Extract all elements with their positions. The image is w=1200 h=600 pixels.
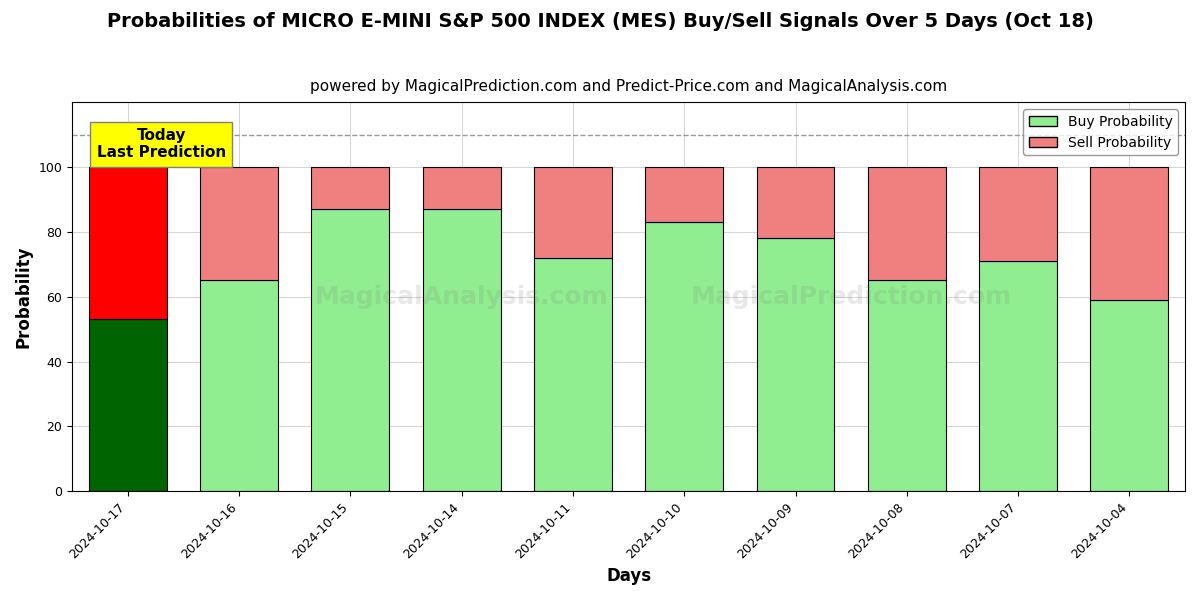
- Bar: [646, 222, 724, 491]
- Bar: [868, 167, 946, 280]
- Bar: [979, 167, 1057, 261]
- Text: MagicalAnalysis.com: MagicalAnalysis.com: [314, 284, 608, 308]
- Bar: [534, 258, 612, 491]
- Bar: [1091, 167, 1169, 300]
- Bar: [756, 238, 834, 491]
- Bar: [534, 167, 612, 258]
- Bar: [756, 167, 834, 238]
- Bar: [422, 209, 500, 491]
- Bar: [979, 261, 1057, 491]
- Title: powered by MagicalPrediction.com and Predict-Price.com and MagicalAnalysis.com: powered by MagicalPrediction.com and Pre…: [310, 79, 947, 94]
- Bar: [312, 167, 389, 209]
- Bar: [868, 280, 946, 491]
- X-axis label: Days: Days: [606, 567, 652, 585]
- Bar: [646, 167, 724, 222]
- Bar: [200, 167, 278, 280]
- Text: MagicalPrediction.com: MagicalPrediction.com: [690, 284, 1012, 308]
- Bar: [200, 280, 278, 491]
- Bar: [1091, 300, 1169, 491]
- Y-axis label: Probability: Probability: [16, 245, 34, 348]
- Bar: [312, 209, 389, 491]
- Text: Probabilities of MICRO E-MINI S&P 500 INDEX (MES) Buy/Sell Signals Over 5 Days (: Probabilities of MICRO E-MINI S&P 500 IN…: [107, 12, 1093, 31]
- Bar: [89, 167, 167, 319]
- Text: Today
Last Prediction: Today Last Prediction: [96, 128, 226, 160]
- Bar: [89, 319, 167, 491]
- Bar: [422, 167, 500, 209]
- Legend: Buy Probability, Sell Probability: Buy Probability, Sell Probability: [1024, 109, 1178, 155]
